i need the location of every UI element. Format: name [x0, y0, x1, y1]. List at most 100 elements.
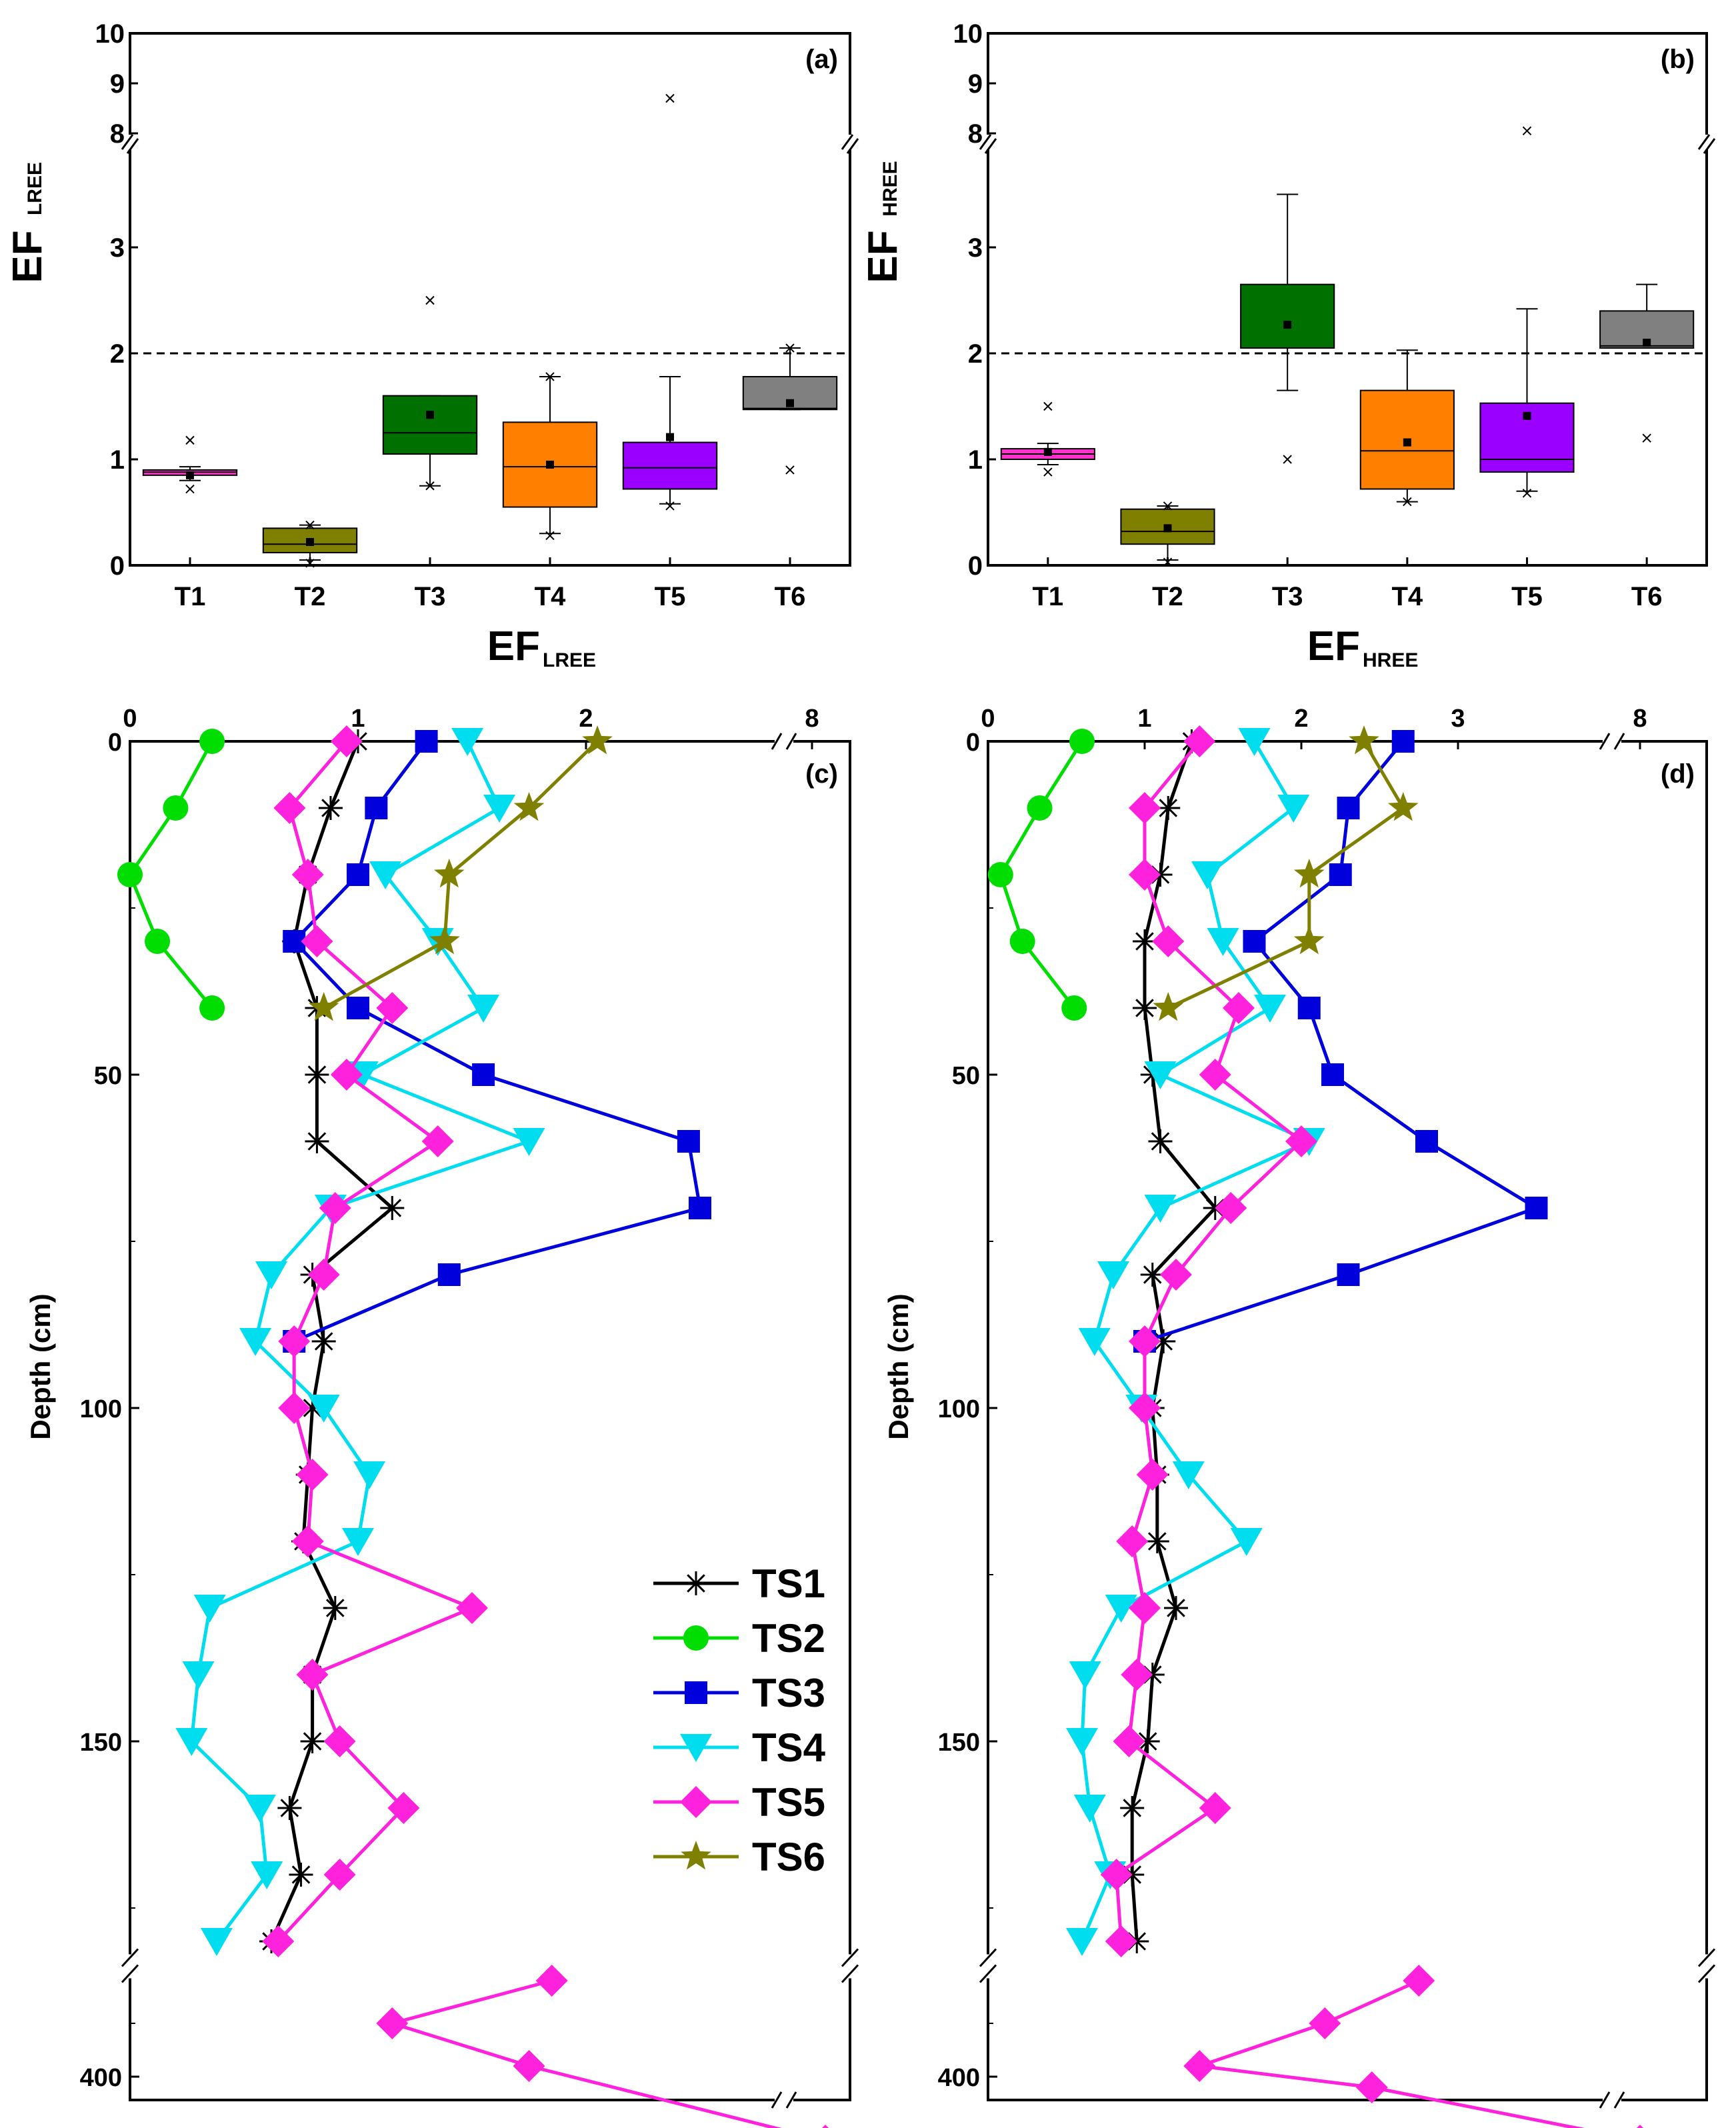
mean-marker — [426, 411, 434, 419]
axis-break-mark — [121, 1948, 139, 1967]
y-tick-label: 10 — [95, 19, 125, 49]
category-label: T5 — [1511, 582, 1543, 611]
marker-triangle — [369, 861, 402, 889]
series-TS4 — [1066, 728, 1325, 1956]
outlier-marker — [305, 520, 315, 530]
box-T6 — [1599, 310, 1695, 349]
outlier-marker — [1522, 489, 1532, 498]
marker-triangle — [1191, 861, 1223, 889]
marker-diamond — [296, 1459, 329, 1491]
x-axis-title-sub: HREE — [1363, 649, 1418, 671]
marker-triangle — [1144, 1195, 1177, 1223]
marker-diamond — [456, 1592, 488, 1624]
y-axis-title-text: Depth (cm) — [25, 1293, 56, 1439]
outlier-marker — [1043, 401, 1053, 411]
axis-break-mark — [979, 134, 992, 150]
outlier-marker — [1403, 497, 1412, 507]
y-tick-label: 150 — [80, 1729, 122, 1757]
marker-diamond — [296, 1659, 329, 1691]
marker-diamond — [1129, 859, 1161, 891]
y-tick-label: 0 — [966, 729, 980, 757]
plot-frame — [987, 32, 1708, 567]
y-tick-label: 0 — [968, 551, 983, 581]
outlier-marker — [785, 465, 795, 475]
mean-marker — [186, 471, 194, 479]
marker-diamond — [1285, 1125, 1317, 1157]
marker-diamond — [278, 1392, 311, 1424]
marker-triangle — [1066, 1728, 1098, 1756]
x-tick-label: 0 — [123, 705, 137, 733]
marker-circle — [117, 862, 143, 887]
category-label: T6 — [1631, 582, 1663, 611]
y-tick-label: 400 — [938, 2064, 980, 2092]
axis-break-mark — [1613, 733, 1625, 750]
panel-label: (c) — [805, 759, 838, 789]
marker-square — [1243, 930, 1266, 953]
axis-break-mark — [1697, 134, 1711, 150]
marker-diamond — [291, 859, 324, 891]
marker-diamond — [1105, 1925, 1137, 1957]
axis-break-mark — [1599, 733, 1611, 750]
marker-triangle — [243, 1795, 276, 1823]
x-tick-label: 2 — [1294, 705, 1308, 733]
marker-diamond — [1199, 1059, 1231, 1091]
marker-square — [365, 797, 388, 819]
marker-diamond — [323, 1859, 356, 1891]
axis-break-mark — [771, 2091, 783, 2109]
x-tick-label: 1 — [351, 705, 365, 733]
series-TS6 — [1153, 725, 1419, 1021]
marker-diamond — [301, 925, 333, 957]
marker-triangle — [1230, 1528, 1263, 1556]
category-label: T1 — [1032, 582, 1063, 611]
axis-break-mark — [979, 1964, 997, 1983]
mean-marker — [666, 433, 674, 441]
category-label: T2 — [295, 582, 326, 611]
y-tick-label: 50 — [952, 1062, 980, 1090]
marker-star — [513, 792, 545, 821]
marker-triangle — [1207, 928, 1239, 956]
marker-star — [1387, 792, 1419, 821]
marker-square — [1321, 1063, 1344, 1086]
y-tick-label: 400 — [80, 2064, 122, 2092]
marker-diamond — [262, 1925, 295, 1957]
marker-diamond — [1160, 1259, 1192, 1291]
mean-marker — [786, 399, 794, 407]
marker-diamond — [323, 1725, 356, 1757]
marker-square — [1415, 1130, 1438, 1153]
y-tick-label: 3 — [110, 233, 125, 263]
axis-break-mark — [785, 2091, 797, 2109]
y-tick-label: 0 — [108, 729, 122, 757]
marker-triangle — [1073, 1795, 1106, 1823]
y-tick-label: 8 — [110, 119, 125, 149]
category-label: T4 — [535, 582, 566, 611]
y-axis-title: EF HREE — [860, 161, 906, 283]
marker-circle — [1027, 795, 1053, 821]
marker-diamond — [376, 2007, 409, 2039]
marker-diamond — [330, 725, 363, 757]
marker-triangle — [239, 1328, 272, 1356]
y-axis-title-main: EF — [5, 230, 51, 283]
panel-label: (d) — [1661, 759, 1695, 789]
mean-marker — [1643, 339, 1651, 347]
marker-diamond — [421, 1125, 454, 1157]
marker-diamond — [1215, 1192, 1247, 1224]
marker-square — [437, 1263, 461, 1286]
axis-break-mark — [841, 1948, 859, 1967]
marker-square — [472, 1063, 495, 1086]
marker-asterisk — [1151, 1132, 1170, 1151]
legend-label: TS6 — [752, 1835, 825, 1879]
marker-circle — [145, 929, 171, 954]
marker-diamond — [1100, 1859, 1133, 1891]
marker-asterisk — [314, 1332, 333, 1351]
marker-square — [347, 863, 369, 886]
outlier-marker — [665, 93, 675, 103]
mean-marker — [1043, 447, 1052, 456]
marker-circle — [1009, 929, 1035, 954]
y-tick-label: 150 — [938, 1729, 980, 1757]
marker-star — [582, 725, 613, 755]
marker-square — [1337, 797, 1360, 819]
marker-square — [1297, 997, 1321, 1019]
marker-triangle — [175, 1728, 208, 1756]
marker-diamond — [1129, 792, 1161, 824]
